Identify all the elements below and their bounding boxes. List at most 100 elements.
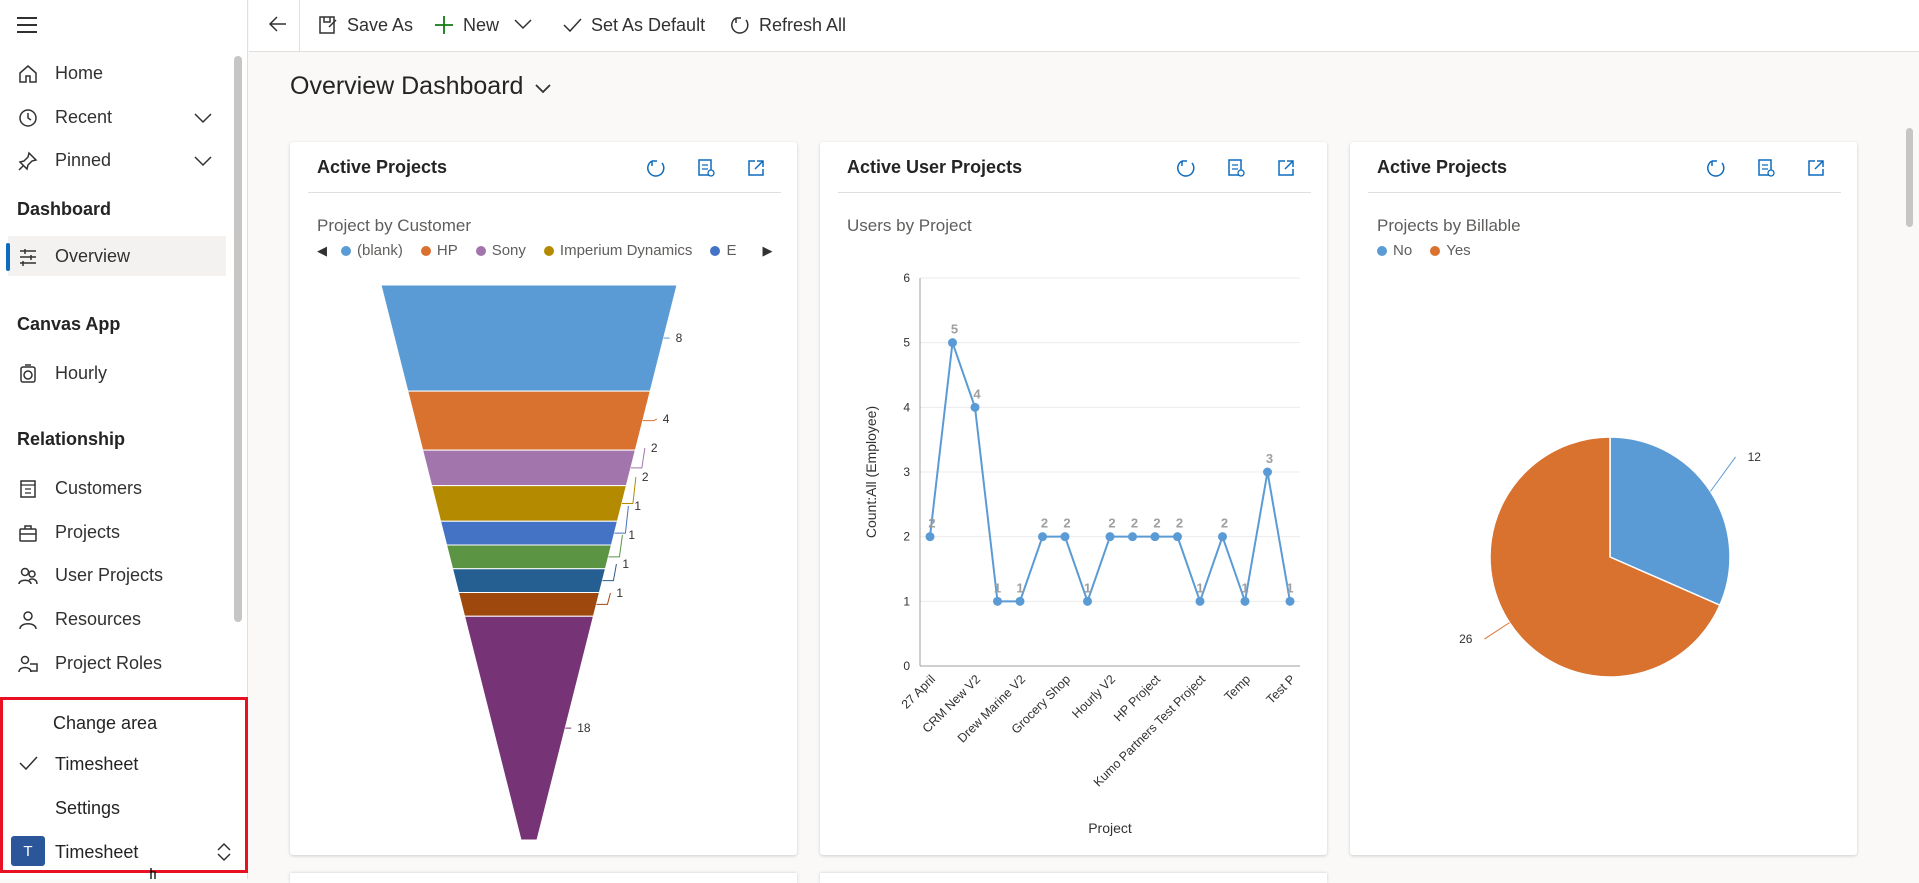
sidebar-item-recent[interactable]: Recent: [0, 97, 228, 137]
chevron-down-icon[interactable]: [192, 150, 214, 172]
refresh-icon[interactable]: [645, 157, 667, 179]
dashboard-icon: [20, 249, 36, 266]
sidebar-item-home[interactable]: Home: [0, 53, 228, 93]
sidebar-item-overview[interactable]: Overview: [8, 236, 226, 276]
clock-icon: [19, 109, 37, 127]
card-row-2: [820, 873, 1327, 883]
funnel-leader-line: [602, 563, 617, 582]
refresh-all-label: Refresh All: [759, 14, 847, 35]
legend-dot: [475, 245, 486, 256]
data-point: [948, 338, 957, 348]
data-label: 5: [951, 322, 958, 337]
view-records-icon[interactable]: [1755, 157, 1777, 179]
refresh-icon[interactable]: [1175, 157, 1197, 179]
cursor-icon: [150, 868, 156, 879]
checkmark-icon: [19, 756, 38, 771]
y-tick-label: 0: [903, 659, 910, 673]
sidebar-item-label: User Projects: [55, 564, 164, 585]
section-title-dashboard: Dashboard: [17, 199, 112, 219]
legend-label: E: [726, 242, 737, 259]
legend-item: Sony: [475, 242, 526, 259]
set-as-default-button[interactable]: Set As Default: [561, 10, 705, 40]
data-label: 3: [1266, 451, 1273, 466]
data-label: 2: [1176, 516, 1183, 531]
data-label: 2: [1041, 516, 1048, 531]
funnel-data-label: 1: [628, 528, 635, 542]
legend-label: HP: [436, 242, 458, 259]
view-records-icon[interactable]: [1225, 157, 1247, 179]
refresh-all-button[interactable]: Refresh All: [729, 10, 846, 40]
sidebar-item-customers[interactable]: Customers: [0, 468, 228, 508]
funnel-segment: [457, 592, 601, 617]
section-title-canvas: Canvas App: [17, 314, 121, 334]
funnel-leader-line: [630, 447, 646, 469]
sidebar-scrollbar[interactable]: [234, 56, 242, 622]
funnel-data-label: 18: [577, 721, 591, 735]
expand-icon[interactable]: [745, 157, 767, 179]
command-bar: Save As New Set As Default Refresh All: [249, 0, 1919, 52]
legend-item: No: [1377, 242, 1412, 259]
card-row-2: [290, 873, 797, 883]
funnel-data-label: 1: [622, 557, 629, 571]
funnel-segment: [463, 615, 595, 841]
funnel-segment: [422, 449, 636, 487]
sidebar: Home Recent Pinned Dashboard Overview Ca…: [0, 0, 248, 879]
change-area-title: Change area: [53, 713, 158, 733]
save-as-button[interactable]: Save As: [317, 10, 413, 40]
legend-prev-icon[interactable]: ◀: [317, 242, 327, 258]
sidebar-item-user-projects[interactable]: User Projects: [0, 555, 228, 595]
hamburger-menu-icon[interactable]: [17, 17, 37, 33]
card-divider: [1368, 192, 1841, 193]
main-scrollbar[interactable]: [1906, 128, 1913, 227]
page-title[interactable]: Overview Dashboard: [290, 72, 524, 100]
legend-label: Imperium Dynamics: [559, 242, 693, 259]
chevron-down-icon[interactable]: [534, 80, 552, 98]
sidebar-item-label: Projects: [55, 521, 121, 542]
data-label: 2: [928, 516, 935, 531]
funnel-segment: [439, 520, 619, 546]
chevron-down-icon[interactable]: [192, 107, 214, 129]
sidebar-item-hourly[interactable]: Hourly: [0, 353, 228, 393]
new-label: New: [463, 14, 500, 35]
area-option-timesheet[interactable]: Timesheet: [55, 754, 139, 774]
sidebar-item-label: Project Roles: [55, 652, 163, 673]
back-arrow-icon[interactable]: [267, 13, 289, 35]
legend-item: HP: [420, 242, 458, 259]
sidebar-item-label: Overview: [55, 245, 131, 266]
pie-leader-line: [1710, 456, 1736, 492]
funnel-data-label: 2: [651, 441, 658, 455]
funnel-segment: [445, 544, 613, 570]
sidebar-item-label: Customers: [55, 477, 143, 498]
card-title: Active Projects: [1377, 157, 1508, 177]
legend-next-icon[interactable]: ▶: [762, 242, 773, 258]
funnel-data-label: 1: [634, 499, 641, 513]
chevron-up-down-icon[interactable]: [215, 841, 233, 863]
data-point: [1105, 532, 1115, 542]
card-divider: [308, 192, 781, 193]
new-button[interactable]: New: [433, 10, 499, 40]
legend-dot: [420, 245, 431, 256]
sidebar-item-label: Home: [55, 62, 104, 83]
sidebar-item-pinned[interactable]: Pinned: [0, 140, 228, 180]
pie-data-label: 12: [1748, 450, 1762, 464]
data-point: [1285, 596, 1295, 606]
funnel-leader-line: [621, 476, 637, 504]
y-tick-label: 1: [903, 594, 910, 608]
funnel-data-label: 8: [676, 331, 683, 345]
data-point: [1150, 532, 1160, 542]
expand-icon[interactable]: [1275, 157, 1297, 179]
section-title-relationship: Relationship: [17, 429, 126, 449]
area-switcher-label[interactable]: Timesheet: [55, 842, 139, 862]
sidebar-item-project-roles[interactable]: Project Roles: [0, 643, 228, 683]
funnel-leader-line: [608, 534, 623, 558]
chevron-down-icon[interactable]: [513, 14, 533, 34]
refresh-icon[interactable]: [1705, 157, 1727, 179]
expand-icon[interactable]: [1805, 157, 1827, 179]
sidebar-item-resources[interactable]: Resources: [0, 599, 228, 639]
sidebar-item-projects[interactable]: Projects: [0, 512, 228, 552]
y-axis-label: Count:All (Employee): [863, 406, 879, 538]
area-option-settings[interactable]: Settings: [55, 798, 121, 818]
pie-slice: [1609, 436, 1731, 607]
view-records-icon[interactable]: [695, 157, 717, 179]
